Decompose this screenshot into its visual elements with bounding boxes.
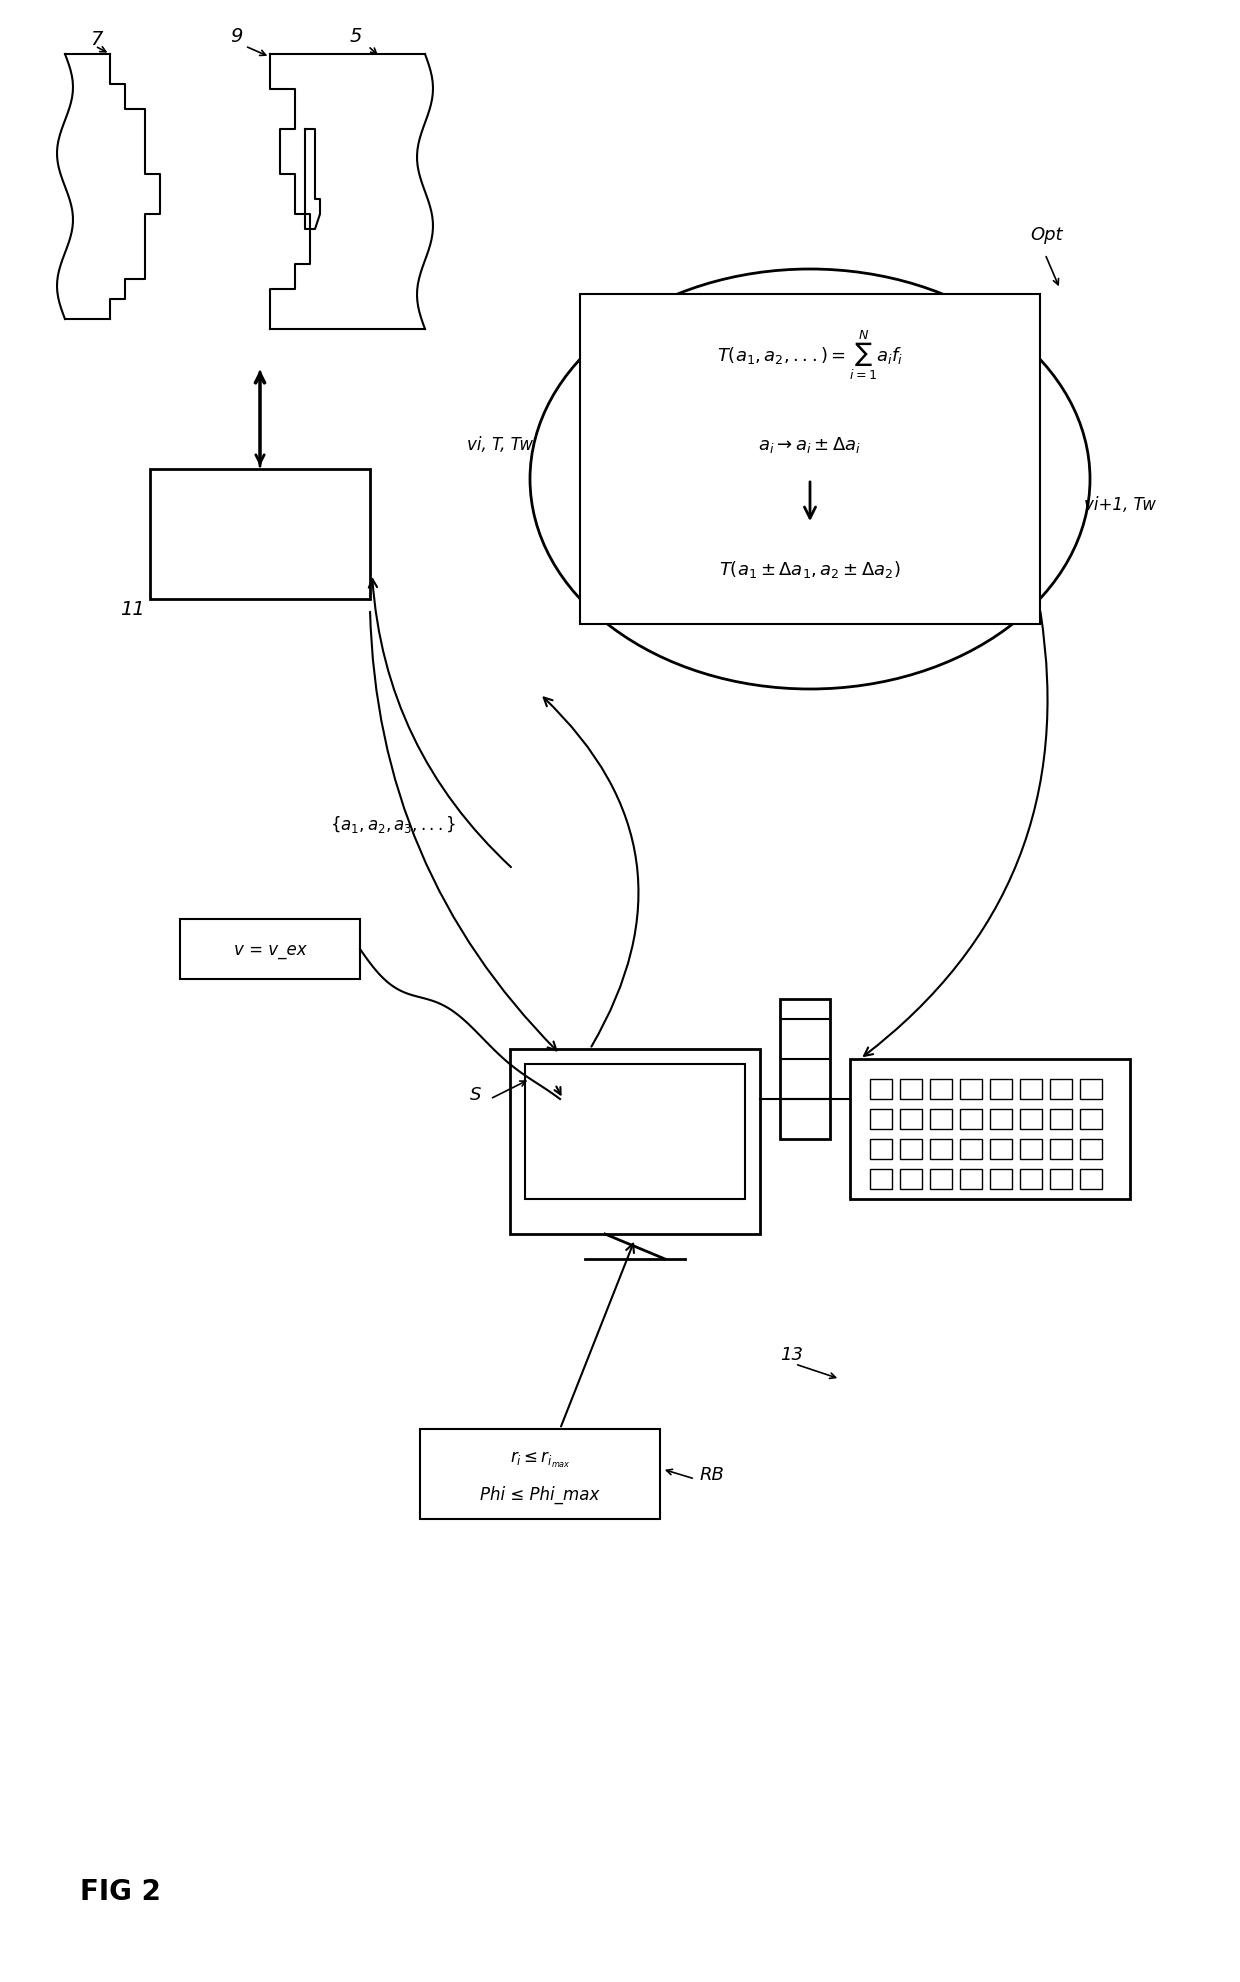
- Text: 11: 11: [120, 601, 145, 618]
- Bar: [1021, 1110, 1042, 1130]
- Text: FIG 2: FIG 2: [81, 1877, 161, 1905]
- Bar: [990, 1140, 1012, 1159]
- Bar: [580, 295, 1040, 624]
- Bar: [960, 1169, 982, 1189]
- Text: v = v_ex: v = v_ex: [233, 941, 306, 959]
- Bar: [1050, 1169, 1073, 1189]
- Bar: [870, 1169, 892, 1189]
- Bar: [1021, 1169, 1042, 1189]
- Text: $T(a_1 \pm \Delta a_1, a_2 \pm \Delta a_2)$: $T(a_1 \pm \Delta a_1, a_2 \pm \Delta a_…: [719, 559, 900, 581]
- Text: $r_i \leq r_{i_{max}}$: $r_i \leq r_{i_{max}}$: [510, 1449, 570, 1469]
- FancyArrowPatch shape: [805, 482, 816, 519]
- Bar: [870, 1110, 892, 1130]
- Bar: [930, 1080, 952, 1100]
- Bar: [900, 1140, 923, 1159]
- Text: vi, T, Tw: vi, T, Tw: [467, 436, 533, 454]
- Bar: [1050, 1110, 1073, 1130]
- Bar: [1050, 1080, 1073, 1100]
- Bar: [990, 1080, 1012, 1100]
- Text: 9: 9: [229, 28, 242, 46]
- Bar: [525, 1064, 745, 1199]
- Text: Opt: Opt: [1030, 226, 1063, 244]
- Bar: [1080, 1110, 1102, 1130]
- Bar: [420, 1429, 660, 1520]
- Bar: [990, 1110, 1012, 1130]
- Bar: [960, 1140, 982, 1159]
- Bar: [1080, 1080, 1102, 1100]
- Bar: [870, 1080, 892, 1100]
- Bar: [870, 1140, 892, 1159]
- Bar: [930, 1169, 952, 1189]
- Bar: [930, 1140, 952, 1159]
- Bar: [1021, 1080, 1042, 1100]
- Bar: [990, 1169, 1012, 1189]
- Bar: [510, 1050, 760, 1235]
- Text: Phi ≤ Phi_max: Phi ≤ Phi_max: [480, 1485, 600, 1504]
- Text: RB: RB: [701, 1465, 725, 1483]
- Bar: [1050, 1140, 1073, 1159]
- Bar: [900, 1169, 923, 1189]
- Ellipse shape: [529, 270, 1090, 690]
- Bar: [930, 1110, 952, 1130]
- Bar: [1080, 1169, 1102, 1189]
- Text: 7: 7: [91, 30, 103, 50]
- Text: $\{a_1, a_2, a_3,...\}$: $\{a_1, a_2, a_3,...\}$: [330, 813, 456, 834]
- Text: $T(a_1, a_2,...) = \sum_{i=1}^{N} a_i f_i$: $T(a_1, a_2,...) = \sum_{i=1}^{N} a_i f_…: [717, 327, 903, 383]
- Bar: [900, 1080, 923, 1100]
- Text: $a_i \rightarrow a_i \pm \Delta a_i$: $a_i \rightarrow a_i \pm \Delta a_i$: [759, 434, 862, 454]
- Bar: [1021, 1140, 1042, 1159]
- Bar: [960, 1080, 982, 1100]
- Bar: [900, 1110, 923, 1130]
- Bar: [1080, 1140, 1102, 1159]
- Bar: [960, 1110, 982, 1130]
- Text: vi+1, Tw: vi+1, Tw: [1084, 496, 1156, 513]
- Bar: [780, 999, 830, 1140]
- Text: 5: 5: [350, 28, 362, 46]
- Bar: [150, 470, 370, 601]
- Text: 13: 13: [780, 1346, 804, 1364]
- Text: S: S: [470, 1086, 481, 1104]
- Bar: [180, 920, 360, 979]
- Bar: [849, 1060, 1130, 1199]
